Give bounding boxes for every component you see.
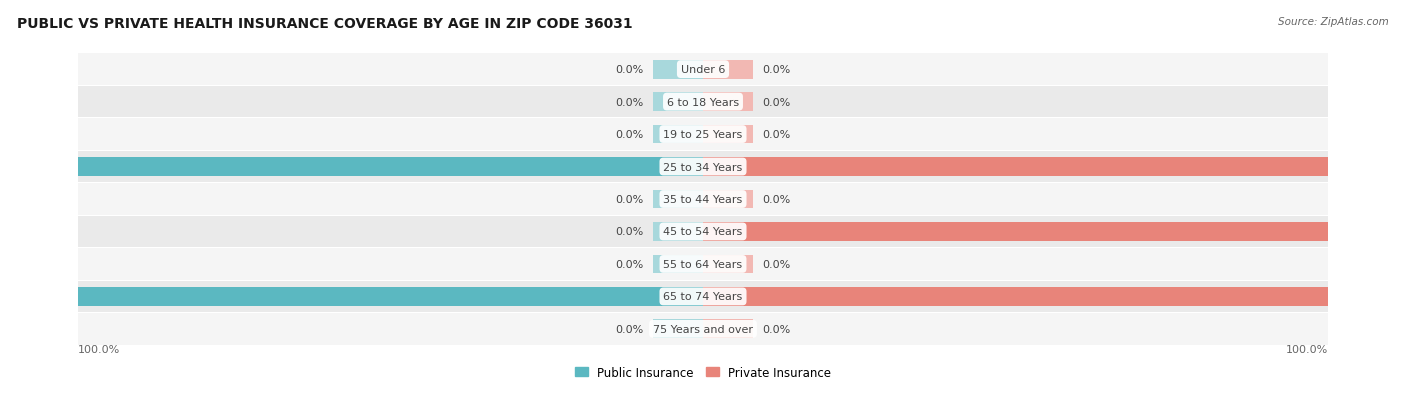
Bar	[703, 93, 754, 112]
Text: 100.0%: 100.0%	[1337, 292, 1379, 301]
Bar	[652, 190, 703, 209]
Bar	[703, 61, 754, 79]
Bar	[77, 287, 703, 306]
Text: 0.0%: 0.0%	[762, 65, 790, 75]
Bar	[652, 223, 703, 241]
Bar	[703, 190, 754, 209]
Text: 100.0%: 100.0%	[77, 344, 120, 354]
Bar	[77, 313, 1329, 345]
Bar	[77, 216, 1329, 248]
Bar	[652, 125, 703, 144]
Bar	[652, 320, 703, 339]
Text: 100.0%: 100.0%	[27, 292, 69, 301]
Text: 100.0%: 100.0%	[1337, 227, 1379, 237]
Bar	[703, 125, 754, 144]
Text: 0.0%: 0.0%	[616, 130, 644, 140]
Bar	[652, 93, 703, 112]
Bar	[703, 223, 1329, 241]
Text: 65 to 74 Years: 65 to 74 Years	[664, 292, 742, 301]
Bar	[703, 255, 754, 274]
Text: Under 6: Under 6	[681, 65, 725, 75]
Text: Source: ZipAtlas.com: Source: ZipAtlas.com	[1278, 17, 1389, 26]
Text: 0.0%: 0.0%	[762, 130, 790, 140]
Text: 45 to 54 Years: 45 to 54 Years	[664, 227, 742, 237]
Text: 0.0%: 0.0%	[616, 195, 644, 204]
Text: 55 to 64 Years: 55 to 64 Years	[664, 259, 742, 269]
Text: 100.0%: 100.0%	[1286, 344, 1329, 354]
Bar	[77, 249, 1329, 280]
Bar	[77, 281, 1329, 312]
Bar	[703, 287, 1329, 306]
Bar	[77, 87, 1329, 118]
Text: 19 to 25 Years: 19 to 25 Years	[664, 130, 742, 140]
Text: 0.0%: 0.0%	[616, 324, 644, 334]
Text: 100.0%: 100.0%	[27, 162, 69, 172]
Bar	[77, 158, 703, 176]
Text: 0.0%: 0.0%	[616, 97, 644, 107]
Bar	[703, 320, 754, 339]
Bar	[652, 255, 703, 274]
Bar	[703, 158, 1329, 176]
Text: 25 to 34 Years: 25 to 34 Years	[664, 162, 742, 172]
Text: 75 Years and over: 75 Years and over	[652, 324, 754, 334]
Text: 0.0%: 0.0%	[762, 195, 790, 204]
Text: 100.0%: 100.0%	[1337, 162, 1379, 172]
Bar	[77, 54, 1329, 85]
Text: 0.0%: 0.0%	[762, 97, 790, 107]
Bar	[77, 119, 1329, 150]
Text: 0.0%: 0.0%	[762, 324, 790, 334]
Text: 0.0%: 0.0%	[616, 65, 644, 75]
Bar	[652, 61, 703, 79]
Text: 0.0%: 0.0%	[616, 259, 644, 269]
Text: 35 to 44 Years: 35 to 44 Years	[664, 195, 742, 204]
Legend: Public Insurance, Private Insurance: Public Insurance, Private Insurance	[571, 361, 835, 384]
Text: PUBLIC VS PRIVATE HEALTH INSURANCE COVERAGE BY AGE IN ZIP CODE 36031: PUBLIC VS PRIVATE HEALTH INSURANCE COVER…	[17, 17, 633, 31]
Text: 6 to 18 Years: 6 to 18 Years	[666, 97, 740, 107]
Text: 0.0%: 0.0%	[616, 227, 644, 237]
Bar	[77, 184, 1329, 215]
Text: 0.0%: 0.0%	[762, 259, 790, 269]
Bar	[77, 152, 1329, 183]
